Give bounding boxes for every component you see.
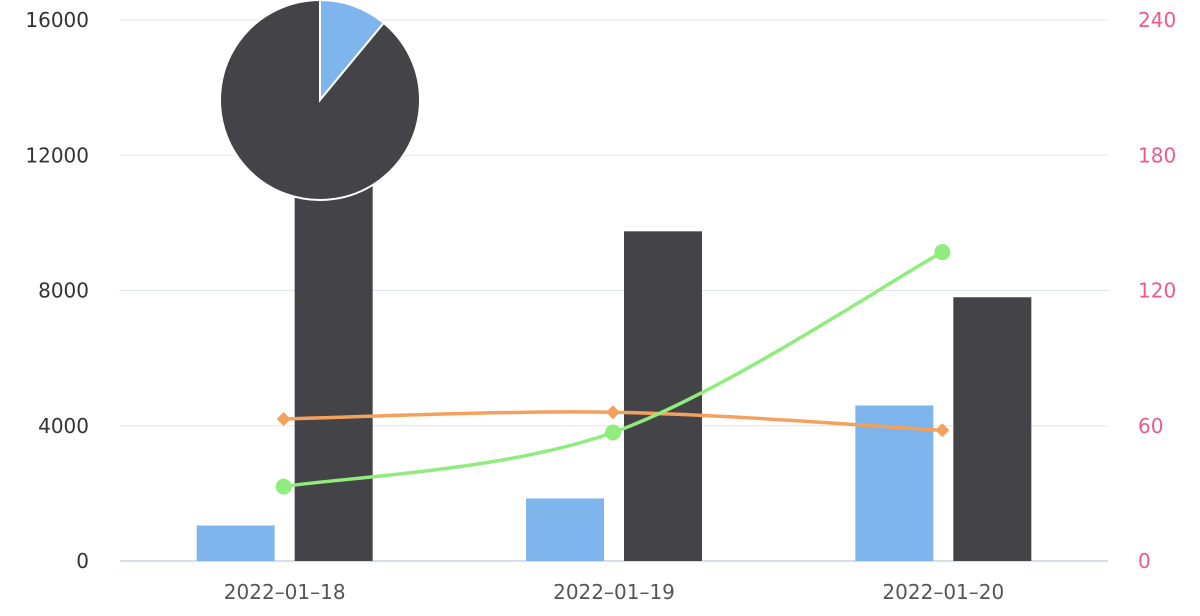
ticks-layer: 0 0 4000 60 8000 120 12000 180 16000 240 2022–01–1…: [25, 8, 1176, 604]
y-left-tick-label: 4000: [38, 414, 89, 438]
bar: [526, 498, 604, 561]
y-right-tick-label: 240: [1138, 8, 1176, 32]
line-point-marker: [934, 244, 951, 261]
x-tick-label: 2022–01–20: [882, 580, 1004, 604]
line-point-marker: [935, 423, 950, 438]
line-point-marker: [275, 478, 292, 495]
bars-layer: [196, 172, 1032, 561]
pie-slice: [319, 0, 386, 103]
y-right-tick-label: 180: [1138, 143, 1176, 167]
bar: [624, 231, 702, 561]
x-tick-label: 2022–01–18: [224, 580, 346, 604]
bar: [196, 525, 275, 561]
bar: [953, 297, 1032, 561]
y-right-tick-label: 60: [1138, 414, 1163, 438]
line-point-marker: [606, 405, 620, 420]
y-left-tick-label: 8000: [38, 279, 89, 303]
y-left-tick-label: 16000: [25, 8, 89, 32]
bar: [294, 172, 373, 561]
y-right-tick-label: 120: [1138, 279, 1176, 303]
pie-slice: [219, 0, 421, 201]
line-point-marker: [276, 411, 291, 426]
y-right-tick-label: 0: [1138, 549, 1151, 573]
line-point-marker: [605, 424, 621, 441]
lines-layer: [275, 244, 951, 495]
y-left-tick-label: 12000: [25, 143, 89, 167]
y-left-tick-label: 0: [76, 549, 89, 573]
x-tick-label: 2022–01–19: [553, 580, 675, 604]
series-line: [281, 250, 945, 489]
bar: [855, 405, 934, 561]
pie-layer: [219, 0, 421, 201]
